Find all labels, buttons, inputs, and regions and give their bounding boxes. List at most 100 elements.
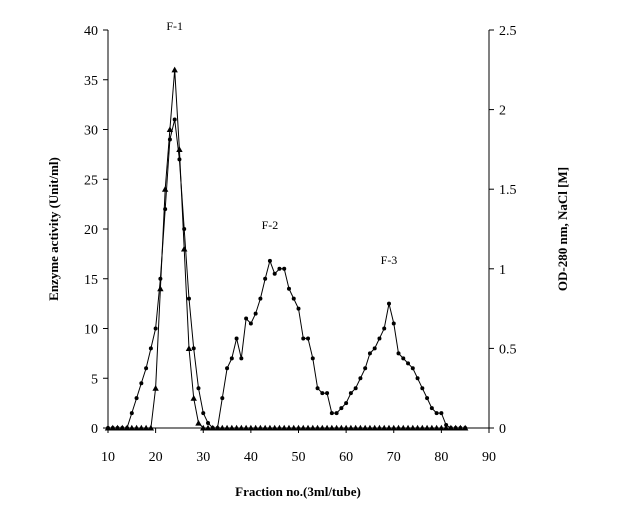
data-point-dot (406, 361, 411, 366)
data-point-triangle (195, 419, 202, 426)
data-point-dot (267, 258, 272, 263)
data-point-dot (425, 396, 430, 401)
data-point-triangle (133, 424, 140, 431)
data-point-triangle (261, 424, 269, 431)
data-point-triangle (300, 424, 307, 431)
data-point-triangle (390, 424, 397, 431)
data-point-triangle (347, 424, 355, 431)
data-point-triangle (285, 424, 293, 431)
data-point-dot (210, 426, 215, 430)
data-point-triangle (142, 424, 150, 431)
x-tick-label: 70 (387, 450, 401, 465)
data-point-dot (106, 426, 110, 430)
data-point-triangle (381, 424, 388, 431)
data-point-triangle (428, 424, 436, 431)
data-point-dot (310, 356, 315, 361)
data-point-dot (386, 301, 391, 306)
y-left-tick-label: 15 (84, 273, 98, 288)
data-point-dot (263, 276, 268, 281)
y-left-tick-label: 20 (84, 223, 98, 238)
data-point-dot (206, 421, 211, 426)
data-point-dot (186, 296, 191, 301)
data-point-dot (282, 266, 287, 271)
y-axis-right-label: OD-280 nm, NaCl [M] (555, 167, 570, 291)
data-point-triangle (247, 424, 255, 431)
data-point-dot (239, 356, 244, 361)
data-point-dot (182, 227, 187, 231)
data-point-triangle (233, 424, 240, 431)
annotation-f-3: F-3 (381, 253, 398, 267)
axes (107, 30, 490, 429)
data-point-triangle (395, 424, 402, 431)
data-point-dot (339, 406, 344, 411)
data-point-triangle (376, 424, 383, 431)
data-point-triangle (266, 424, 274, 431)
data-point-triangle (152, 385, 159, 391)
data-point-triangle (252, 424, 259, 431)
series-line-1 (108, 69, 466, 429)
data-point-triangle (333, 424, 340, 431)
data-point-dot (315, 386, 320, 391)
data-point-dot (444, 423, 449, 428)
data-point-triangle (185, 345, 193, 351)
data-point-dot (458, 426, 463, 430)
data-point-dot (410, 366, 415, 371)
data-point-dot (158, 276, 163, 281)
annotation-f-2: F-2 (262, 218, 279, 232)
y-left-tick-label: 40 (84, 24, 98, 39)
x-tick-label: 80 (434, 450, 448, 465)
data-point-triangle (242, 424, 250, 431)
data-point-dot (244, 316, 249, 321)
data-point-dot (134, 396, 139, 401)
data-point-triangle (338, 424, 345, 431)
data-point-dot (401, 356, 406, 361)
data-point-dot (396, 351, 401, 356)
data-point-dot (253, 311, 258, 316)
data-point-triangle (219, 424, 226, 431)
data-point-triangle (171, 66, 178, 73)
data-point-dot (191, 346, 196, 351)
data-point-triangle (228, 424, 236, 431)
y-left-tick-label: 35 (84, 74, 98, 89)
data-point-dot (348, 391, 353, 396)
data-point-dot (320, 391, 325, 396)
annotation-f-1: F-1 (166, 19, 183, 33)
y-left-tick-label: 10 (84, 323, 98, 338)
data-point-dot (234, 336, 239, 341)
data-point-dot (353, 386, 358, 391)
data-point-dot (144, 366, 149, 371)
data-point-dot (167, 137, 172, 142)
data-point-dot (129, 411, 134, 416)
data-point-triangle (281, 424, 288, 431)
data-point-dot (215, 426, 220, 430)
data-point-triangle (166, 126, 174, 133)
data-point-dot (344, 401, 349, 406)
x-tick-label: 20 (149, 450, 163, 465)
data-point-dot (439, 411, 444, 416)
data-point-triangle (414, 424, 421, 431)
y-left-tick-label: 30 (84, 124, 98, 139)
data-point-dot (306, 336, 311, 341)
data-point-dot (453, 426, 458, 430)
data-point-dot (286, 286, 291, 291)
data-point-triangle (157, 285, 164, 292)
data-point-triangle (190, 394, 197, 401)
data-point-triangle (366, 424, 374, 431)
data-point-dot (163, 207, 168, 212)
data-point-dot (301, 336, 306, 341)
data-point-triangle (357, 424, 364, 431)
data-point-triangle (442, 424, 450, 431)
y-right-tick-label: 0.5 (499, 342, 517, 357)
data-point-triangle (161, 186, 169, 192)
data-point-triangle (404, 424, 412, 431)
data-point-dot (391, 321, 396, 326)
data-point-dot (153, 326, 158, 331)
x-tick-label: 10 (101, 450, 115, 465)
data-point-dot (220, 396, 225, 401)
y-right-tick-label: 1 (499, 263, 506, 278)
data-point-triangle (323, 424, 331, 431)
data-point-triangle (290, 424, 297, 431)
data-point-dot (196, 386, 201, 391)
data-point-dot (363, 366, 368, 371)
data-point-triangle (328, 424, 336, 431)
